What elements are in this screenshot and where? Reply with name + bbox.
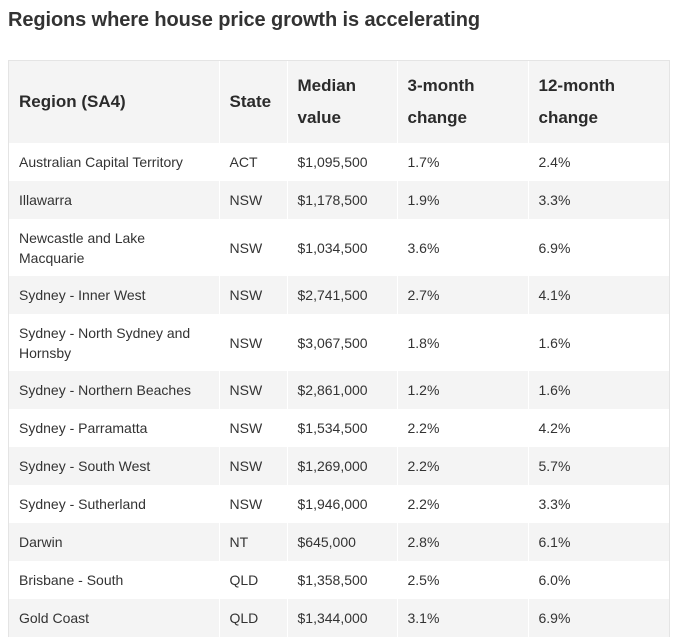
cell-region: Australian Capital Territory: [9, 143, 220, 181]
cell-state: NSW: [219, 181, 288, 219]
cell-12-month-change: 5.7%: [528, 447, 669, 485]
cell-12-month-change: 4.2%: [528, 409, 669, 447]
table-row: Gold Coast QLD $1,344,000 3.1% 6.9%: [9, 599, 669, 637]
cell-median-value: $1,946,000: [287, 485, 398, 523]
page-title: Regions where house price growth is acce…: [8, 9, 480, 31]
table-row: Sydney - North Sydney and Hornsby NSW $3…: [9, 314, 669, 371]
cell-state: ACT: [219, 143, 288, 181]
table-row: Sydney - South West NSW $1,269,000 2.2% …: [9, 447, 669, 485]
cell-region: Darwin: [9, 523, 220, 561]
cell-3-month-change: 2.2%: [397, 447, 529, 485]
cell-state: QLD: [219, 561, 288, 599]
header-median-value: Median value: [287, 61, 398, 143]
table-row: Sydney - Parramatta NSW $1,534,500 2.2% …: [9, 409, 669, 447]
cell-median-value: $1,178,500: [287, 181, 398, 219]
cell-3-month-change: 2.5%: [397, 561, 529, 599]
cell-median-value: $1,534,500: [287, 409, 398, 447]
cell-3-month-change: 2.7%: [397, 276, 529, 314]
table-row: Darwin NT $645,000 2.8% 6.1%: [9, 523, 669, 561]
cell-median-value: $1,095,500: [287, 143, 398, 181]
cell-12-month-change: 1.6%: [528, 371, 669, 409]
cell-3-month-change: 3.1%: [397, 599, 529, 637]
cell-3-month-change: 3.6%: [397, 219, 529, 276]
cell-12-month-change: 3.3%: [528, 485, 669, 523]
table-row: Sydney - Sutherland NSW $1,946,000 2.2% …: [9, 485, 669, 523]
cell-median-value: $2,861,000: [287, 371, 398, 409]
cell-state: NT: [219, 523, 288, 561]
cell-median-value: $645,000: [287, 523, 398, 561]
table-row: Sydney - Inner West NSW $2,741,500 2.7% …: [9, 276, 669, 314]
cell-3-month-change: 1.9%: [397, 181, 529, 219]
cell-3-month-change: 2.8%: [397, 523, 529, 561]
cell-region: Sydney - Sutherland: [9, 485, 220, 523]
cell-state: NSW: [219, 485, 288, 523]
table-row: Illawarra NSW $1,178,500 1.9% 3.3%: [9, 181, 669, 219]
cell-12-month-change: 6.9%: [528, 219, 669, 276]
cell-state: NSW: [219, 219, 288, 276]
cell-region: Sydney - Parramatta: [9, 409, 220, 447]
cell-region: Brisbane - South: [9, 561, 220, 599]
table-row: Newcastle and Lake Macquarie NSW $1,034,…: [9, 219, 669, 276]
table-header-row: Region (SA4) State Median value 3-month …: [9, 61, 669, 143]
cell-median-value: $1,358,500: [287, 561, 398, 599]
cell-state: NSW: [219, 314, 288, 371]
cell-region: Sydney - Inner West: [9, 276, 220, 314]
cell-state: NSW: [219, 276, 288, 314]
cell-12-month-change: 3.3%: [528, 181, 669, 219]
table-row: Australian Capital Territory ACT $1,095,…: [9, 143, 669, 181]
cell-region: Sydney - South West: [9, 447, 220, 485]
header-12-month-change: 12-month change: [528, 61, 669, 143]
cell-12-month-change: 6.0%: [528, 561, 669, 599]
cell-median-value: $1,034,500: [287, 219, 398, 276]
cell-3-month-change: 2.2%: [397, 409, 529, 447]
cell-12-month-change: 4.1%: [528, 276, 669, 314]
header-3-month-change: 3-month change: [397, 61, 529, 143]
cell-12-month-change: 6.9%: [528, 599, 669, 637]
cell-state: NSW: [219, 409, 288, 447]
cell-12-month-change: 6.1%: [528, 523, 669, 561]
table-row: Sydney - Northern Beaches NSW $2,861,000…: [9, 371, 669, 409]
cell-median-value: $3,067,500: [287, 314, 398, 371]
cell-median-value: $2,741,500: [287, 276, 398, 314]
cell-3-month-change: 1.7%: [397, 143, 529, 181]
data-table-container: Region (SA4) State Median value 3-month …: [8, 60, 670, 637]
cell-state: NSW: [219, 371, 288, 409]
header-state: State: [219, 61, 288, 143]
table-row: Brisbane - South QLD $1,358,500 2.5% 6.0…: [9, 561, 669, 599]
cell-12-month-change: 1.6%: [528, 314, 669, 371]
header-region: Region (SA4): [9, 61, 220, 143]
cell-3-month-change: 1.2%: [397, 371, 529, 409]
cell-3-month-change: 1.8%: [397, 314, 529, 371]
cell-12-month-change: 2.4%: [528, 143, 669, 181]
cell-state: NSW: [219, 447, 288, 485]
cell-median-value: $1,269,000: [287, 447, 398, 485]
cell-median-value: $1,344,000: [287, 599, 398, 637]
cell-region: Newcastle and Lake Macquarie: [9, 219, 220, 276]
cell-3-month-change: 2.2%: [397, 485, 529, 523]
cell-region: Sydney - Northern Beaches: [9, 371, 220, 409]
cell-region: Sydney - North Sydney and Hornsby: [9, 314, 220, 371]
cell-region: Illawarra: [9, 181, 220, 219]
cell-region: Gold Coast: [9, 599, 220, 637]
cell-state: QLD: [219, 599, 288, 637]
house-price-table: Region (SA4) State Median value 3-month …: [9, 61, 669, 637]
